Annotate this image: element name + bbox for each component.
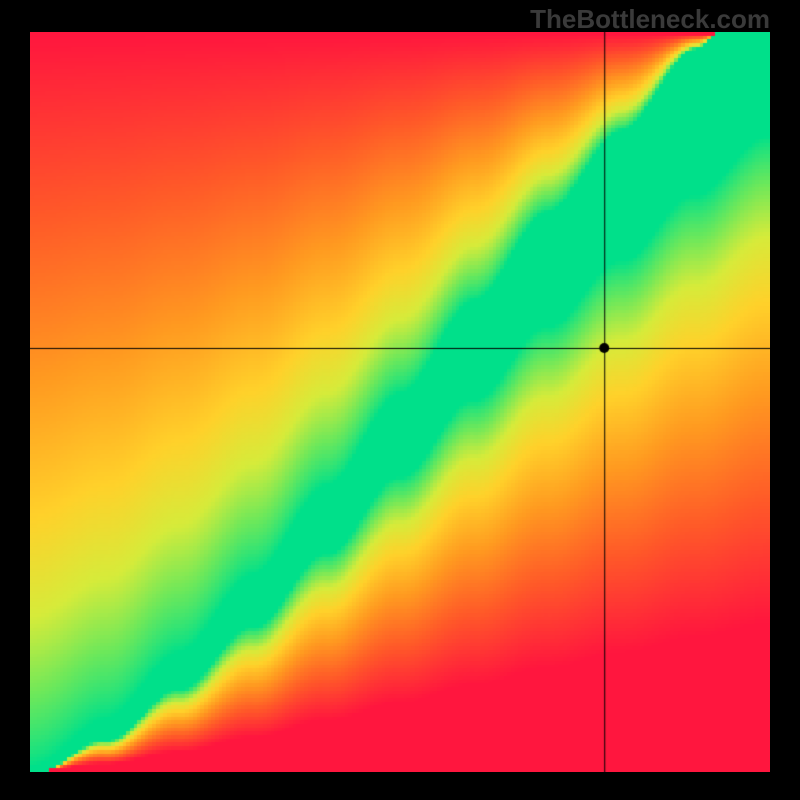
watermark-text: TheBottleneck.com	[530, 4, 770, 35]
chart-container: TheBottleneck.com	[0, 0, 800, 800]
bottleneck-heatmap	[30, 32, 770, 772]
